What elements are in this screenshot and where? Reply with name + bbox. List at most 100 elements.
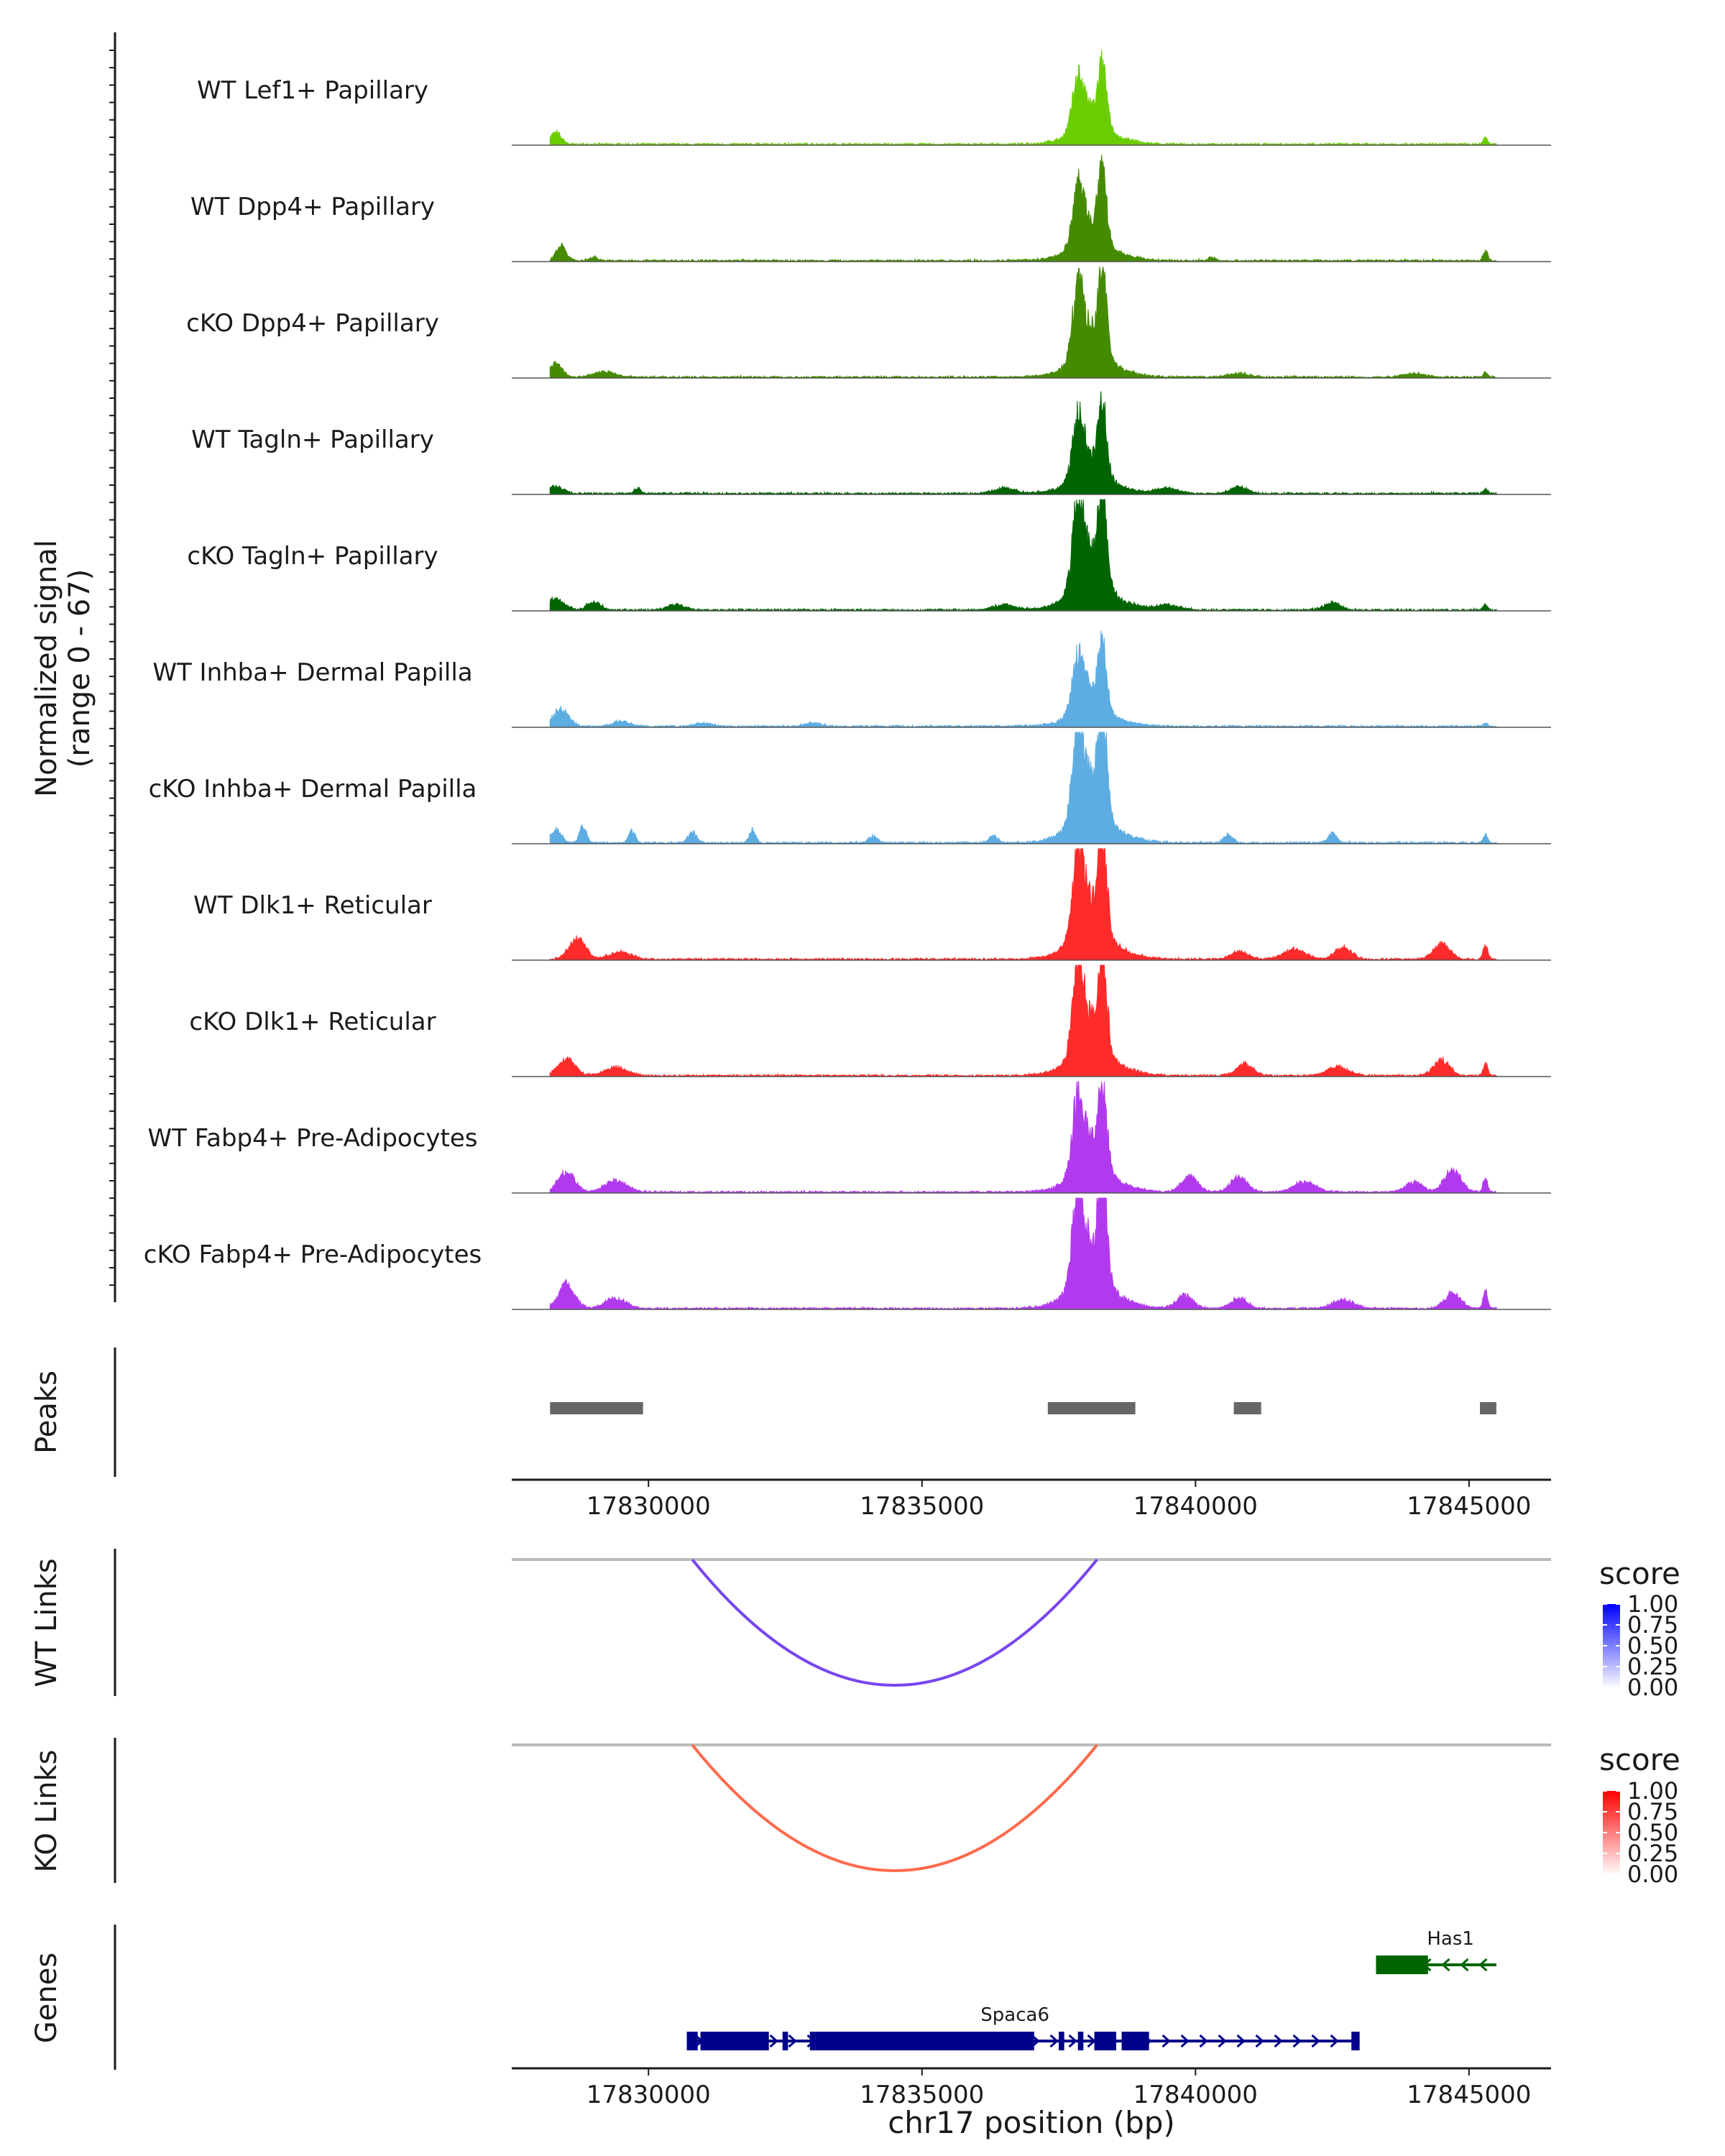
genes-section: Genes Has1 Spaca6 17830000 17835000 1784000… <box>30 1925 1551 2140</box>
peaks-x-tick-label: 17845000 <box>1407 1492 1531 1521</box>
coverage-track-label: WT Tagln+ Papillary <box>191 425 434 454</box>
genes-x-axis: 17830000 17835000 17840000 17845000 <box>586 2068 1531 2109</box>
coverage-track-label: WT Fabp4+ Pre-Adipocytes <box>148 1124 478 1153</box>
gene-exon <box>815 2032 1034 2050</box>
legend-tick-label: 0.75 <box>1627 1798 1678 1825</box>
gene-strand-chevron <box>1330 2034 1339 2048</box>
coverage-track-area <box>549 630 1497 729</box>
legend-tick-label: 0.25 <box>1627 1653 1678 1680</box>
coverage-track-area <box>549 1081 1497 1194</box>
gene-strand-chevron <box>1478 1958 1488 1972</box>
gene-strand-chevron <box>1460 1958 1469 1972</box>
coverage-track-area <box>549 964 1497 1078</box>
gene-exon <box>782 2032 788 2050</box>
gene-label: Spaca6 <box>980 2004 1049 2026</box>
gene-exon <box>1376 1955 1428 1974</box>
coverage-track-label: WT Inhba+ Dermal Papilla <box>152 658 472 687</box>
gene-strand-chevron <box>1236 2034 1246 2048</box>
coverage-track-label: WT Dlk1+ Reticular <box>193 891 432 920</box>
wt-links-label: WT Links <box>30 1558 63 1687</box>
gene-strand-chevron <box>1218 2034 1227 2048</box>
coverage-track-label: cKO Dlk1+ Reticular <box>189 1008 436 1036</box>
peaks-x-axis: 17830000 17835000 17840000 17845000 <box>586 1480 1531 1521</box>
gene-strand-chevron <box>1255 2034 1264 2048</box>
wt-legend-title: score <box>1599 1556 1680 1591</box>
gene-strand-chevron <box>1292 2034 1302 2048</box>
gene-exon <box>1094 2032 1116 2050</box>
ko-legend-title: score <box>1599 1742 1680 1777</box>
gene-models: Has1 Spaca6 <box>686 1928 1496 2050</box>
gene-strand-chevron <box>1049 2034 1059 2048</box>
gene-exon <box>1059 2032 1064 2050</box>
wt-legend-ticks: 1.000.750.500.250.00 <box>1603 1590 1678 1701</box>
coverage-track-area <box>549 732 1497 845</box>
wt-links-section: WT Links score 1.000.750.500.250.00 <box>30 1549 1680 1701</box>
gene-strand-chevron <box>788 2034 797 2048</box>
gene-strand-chevron <box>1274 2034 1283 2048</box>
gene-strand-chevron <box>1311 2034 1320 2048</box>
legend-tick-label: 0.25 <box>1627 1840 1678 1867</box>
peak-region <box>550 1402 643 1414</box>
gene-exon <box>700 2032 769 2050</box>
gene-exon <box>809 2032 816 2050</box>
ko-legend-ticks: 1.000.750.500.250.00 <box>1603 1777 1678 1888</box>
wt-score-legend: score 1.000.750.500.250.00 <box>1599 1556 1680 1701</box>
peak-region <box>1047 1402 1136 1414</box>
coverage-track-label: WT Lef1+ Papillary <box>197 76 428 105</box>
legend-tick-label: 1.00 <box>1627 1590 1678 1618</box>
peaks-x-tick-label: 17830000 <box>586 1492 711 1521</box>
peak-regions <box>550 1402 1496 1414</box>
coverage-y-label: Normalized signal <box>30 540 63 797</box>
coverage-track-area <box>549 1197 1497 1311</box>
legend-tick-label: 0.00 <box>1627 1674 1678 1701</box>
gene-exon <box>1351 2032 1360 2050</box>
coverage-track-label: cKO Tagln+ Papillary <box>187 542 438 571</box>
coverage-track-area <box>549 848 1497 962</box>
peak-region <box>1480 1402 1496 1414</box>
ko-links-section: KO Links score 1.000.750.500.250.00 <box>30 1738 1680 1888</box>
coverage-y-range-label: (range 0 - 67) <box>63 569 96 768</box>
genes-x-tick-label: 17840000 <box>1133 2081 1258 2109</box>
gene-label: Has1 <box>1427 1928 1474 1950</box>
coverage-section: Normalized signal (range 0 - 67) WT Lef1… <box>30 32 1551 1311</box>
gene-strand-chevron <box>1199 2034 1208 2048</box>
legend-tick-label: 0.00 <box>1627 1861 1678 1888</box>
legend-tick-label: 0.75 <box>1627 1611 1678 1639</box>
gene-exon <box>1121 2032 1149 2050</box>
legend-tick-label: 0.50 <box>1627 1819 1678 1846</box>
coverage-track-area <box>549 155 1497 263</box>
coverage-track-area <box>549 50 1497 147</box>
peaks-label: Peaks <box>30 1370 63 1454</box>
gene-exon <box>1077 2032 1084 2050</box>
ko-score-legend: score 1.000.750.500.250.00 <box>1599 1742 1680 1888</box>
legend-tick-label: 1.00 <box>1627 1777 1678 1805</box>
peaks-x-tick-label: 17840000 <box>1133 1492 1258 1521</box>
gene-exon <box>686 2032 698 2050</box>
coverage-track-label: cKO Fabp4+ Pre-Adipocytes <box>144 1240 482 1269</box>
peaks-section: Peaks 17830000 17835000 17840000 17845000 <box>30 1348 1551 1521</box>
ko-links-label: KO Links <box>30 1750 63 1873</box>
gene-strand-chevron <box>1441 1958 1450 1972</box>
genes-x-tick-label: 17845000 <box>1407 2081 1531 2109</box>
gene-strand-chevron <box>1068 2034 1077 2048</box>
wt-link-arc <box>691 1558 1098 1687</box>
gene-strand-chevron <box>769 2034 778 2048</box>
coverage-track-area <box>549 499 1497 612</box>
coverage-track-label: cKO Dpp4+ Papillary <box>186 309 439 338</box>
peaks-x-tick-label: 17835000 <box>860 1492 984 1521</box>
ko-link-arc <box>691 1743 1098 1872</box>
legend-tick-label: 0.50 <box>1627 1632 1678 1659</box>
coverage-track-area <box>549 391 1497 496</box>
x-axis-title: chr17 position (bp) <box>888 2105 1175 2140</box>
coverage-y-ticks <box>109 50 115 1286</box>
coverage-tracks: WT Lef1+ Papillary WT Dpp4+ Papillary cKO … <box>144 50 1551 1311</box>
genes-x-tick-label: 17835000 <box>860 2081 984 2109</box>
peak-region <box>1233 1402 1261 1414</box>
gene-strand-chevron <box>1162 2034 1171 2048</box>
coverage-track-label: cKO Inhba+ Dermal Papilla <box>149 775 477 803</box>
gene-strand-chevron <box>1180 2034 1190 2048</box>
genes-x-tick-label: 17830000 <box>586 2081 711 2109</box>
genes-label: Genes <box>30 1953 63 2043</box>
coverage-track-area <box>549 266 1497 379</box>
